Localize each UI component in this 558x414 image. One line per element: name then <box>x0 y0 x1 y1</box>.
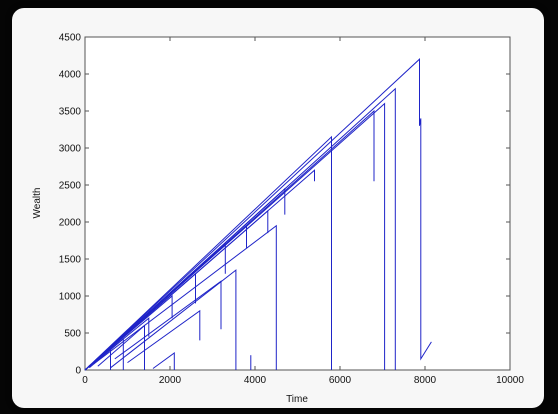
series-line-15 <box>110 269 237 370</box>
x-tick-label: 4000 <box>244 375 267 386</box>
series-line-18 <box>152 352 175 370</box>
x-tick-label: 6000 <box>329 375 352 386</box>
x-tick-label: 2000 <box>159 375 182 386</box>
y-tick-label: 4500 <box>59 33 82 44</box>
y-tick-label: 1000 <box>59 292 82 303</box>
y-axis-title: Wealth <box>32 188 43 219</box>
series-group <box>84 58 432 371</box>
series-line-21 <box>84 345 111 371</box>
y-tick-label: 500 <box>64 329 81 340</box>
y-axis: 0 500 1000 1500 2000 2500 3000 3500 4000 4500 <box>59 33 510 377</box>
plot-area <box>84 36 511 371</box>
x-axis-title: Time <box>286 394 308 405</box>
y-tick-label: 3500 <box>59 107 82 118</box>
x-tick-label: 0 <box>82 375 88 386</box>
x-tick-label: 8000 <box>414 375 437 386</box>
series-line-1 <box>84 58 432 371</box>
series-line-19 <box>97 324 145 370</box>
series-line-11 <box>84 272 196 371</box>
series-line-20 <box>88 337 124 370</box>
x-tick-label: 10000 <box>496 375 524 386</box>
x-axis: 0 2000 4000 6000 8000 10000 <box>82 37 524 386</box>
series-line-5 <box>84 135 332 371</box>
y-tick-label: 1500 <box>59 255 82 266</box>
y-tick-label: 3000 <box>59 144 82 155</box>
series-line-14 <box>93 224 277 370</box>
series-line-12 <box>84 294 173 371</box>
series-line-7 <box>84 187 286 371</box>
y-tick-label: 0 <box>75 366 81 377</box>
y-tick-label: 4000 <box>59 70 82 81</box>
series-line-16 <box>114 280 222 360</box>
y-tick-label: 2000 <box>59 218 82 229</box>
series-line-17 <box>127 309 201 364</box>
y-tick-label: 2500 <box>59 181 82 192</box>
